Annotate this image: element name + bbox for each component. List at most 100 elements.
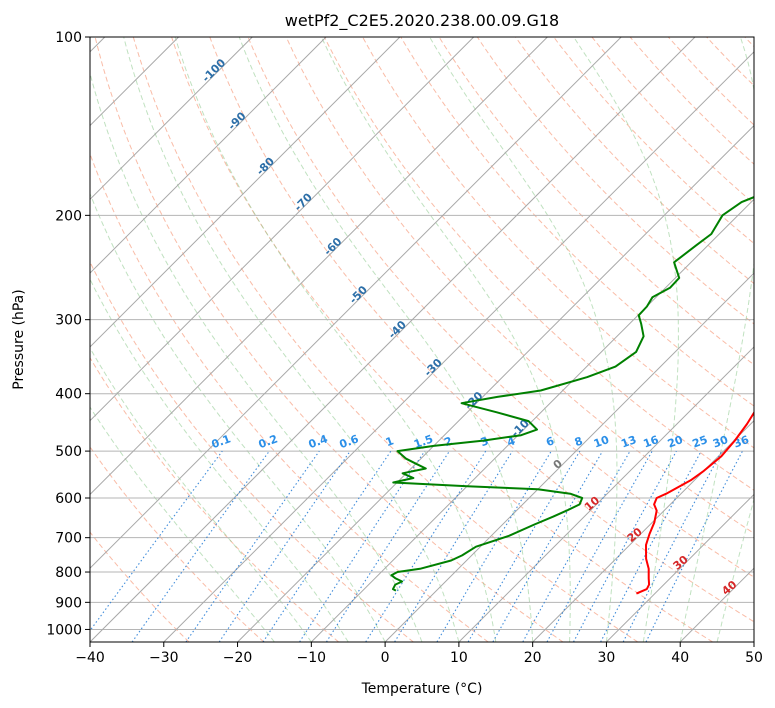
mixing-ratio-line [394, 450, 513, 642]
dry-adiabat [132, 37, 639, 642]
dry-adiabat [90, 531, 190, 642]
y-tick-label: 400 [55, 387, 82, 403]
mixing-ratio-label: 0.1 [210, 432, 233, 451]
x-tick-label: 0 [381, 650, 390, 666]
moist-adiabat [174, 37, 497, 642]
mixing-ratio-label: 16 [642, 433, 661, 451]
dry-adiabat [400, 37, 754, 407]
dry-adiabat [667, 37, 754, 126]
isotherm-label: -30 [422, 356, 445, 379]
mixing-ratio-label: 20 [666, 433, 685, 451]
moist-adiabat [679, 37, 754, 642]
isotherm [90, 37, 548, 496]
isotherm [458, 346, 754, 642]
dry-adiabat [90, 356, 339, 642]
x-tick-label: −40 [75, 650, 105, 666]
isotherm [606, 493, 754, 642]
background-lines [90, 37, 754, 642]
y-tick-label: 300 [55, 313, 82, 329]
isotherm [90, 37, 327, 274]
moist-adiabat [90, 347, 312, 642]
x-tick-label: 50 [745, 650, 763, 666]
mixing-ratio-line [436, 450, 552, 642]
isotherm-label: -60 [321, 235, 344, 258]
x-tick-label: 30 [598, 650, 616, 666]
y-tick-label: 600 [55, 491, 82, 507]
dry-adiabat [591, 37, 754, 205]
isotherm [532, 419, 754, 642]
dry-adiabat [706, 37, 754, 87]
moist-adiabat [90, 71, 423, 642]
moist-adiabat [716, 497, 754, 642]
isotherm [753, 641, 754, 642]
dry-adiabat [94, 37, 564, 642]
isotherm-label: -90 [225, 109, 248, 132]
plot-frame [89, 36, 755, 643]
isotherm-label: -70 [292, 190, 315, 213]
mixing-ratio-line [218, 450, 351, 642]
dry-adiabat [476, 37, 754, 325]
y-tick-label: 700 [55, 531, 82, 547]
chart-title: wetPf2_C2E5.2020.238.00.09.G18 [285, 11, 559, 31]
moist-adiabat-label: 40 [719, 578, 739, 598]
dry-adiabat [629, 37, 754, 165]
x-axis-label: Temperature (°C) [361, 681, 483, 697]
x-tick-label: 40 [671, 650, 689, 666]
isotherm [90, 37, 622, 569]
x-tick-label: 10 [450, 650, 468, 666]
mixing-ratio-line [90, 450, 223, 632]
mixing-ratio-line [600, 450, 702, 642]
y-tick-label: 1000 [46, 622, 82, 638]
y-tick-label: 800 [55, 565, 82, 581]
mixing-ratio-label: 25 [691, 433, 710, 450]
mixing-ratio-label: 3 [479, 434, 491, 449]
x-axis: −40 −30 −20 −10 0 10 20 30 40 50 [75, 642, 763, 666]
y-tick-label: 900 [55, 595, 82, 611]
y-tick-label: 200 [55, 208, 82, 224]
isotherm [384, 272, 754, 642]
mixing-ratio-line [645, 450, 743, 642]
mixing-ratio-label: 4 [505, 434, 517, 449]
mixing-ratio-line [185, 450, 320, 642]
x-tick-label: −10 [297, 650, 327, 666]
dry-adiabat [209, 37, 754, 623]
isotherm-label: -100 [200, 56, 229, 85]
x-tick-label: 20 [524, 650, 542, 666]
y-tick-label: 500 [55, 444, 82, 460]
dry-adiabat [90, 260, 414, 642]
y-axis: 100 200 300 400 500 600 700 800 900 1000 [46, 30, 90, 638]
dry-adiabat [553, 37, 754, 245]
mixing-ratio-label: 0.4 [307, 432, 330, 451]
mixing-ratio-label: 6 [544, 434, 556, 449]
moist-adiabat [320, 37, 571, 642]
mixing-ratio-label: 1 [384, 434, 396, 449]
y-tick-label: 100 [55, 30, 82, 46]
mixing-ratio-line [467, 450, 581, 642]
mixing-ratio-label: 30 [711, 433, 730, 451]
moist-adiabat-label: 30 [671, 553, 691, 573]
dry-adiabat [90, 446, 265, 642]
mixing-ratio-line [262, 450, 392, 642]
moist-adiabat-label: 10 [582, 494, 602, 514]
isotherm [310, 198, 754, 642]
data-series [390, 196, 754, 595]
isotherm [90, 37, 401, 348]
series-line-1 [390, 196, 754, 592]
moist-adiabat-label: 20 [625, 525, 645, 545]
dry-adiabat [438, 37, 754, 366]
dry-adiabat [171, 37, 713, 642]
moist-adiabat [90, 192, 386, 642]
mixing-ratio-line [546, 450, 653, 642]
mixing-ratio-line [622, 450, 723, 642]
moist-adiabat [238, 37, 534, 642]
mixing-ratio-label: 13 [619, 433, 638, 450]
isotherm [90, 37, 475, 422]
mixing-ratio-label: 10 [592, 433, 611, 451]
dry-adiabat [744, 37, 754, 48]
series-line-0 [636, 410, 754, 595]
moist-adiabat [573, 37, 679, 642]
moist-adiabat [90, 406, 275, 642]
moist-adiabat [429, 37, 618, 642]
isotherm [90, 37, 696, 642]
isotherm [163, 51, 754, 642]
